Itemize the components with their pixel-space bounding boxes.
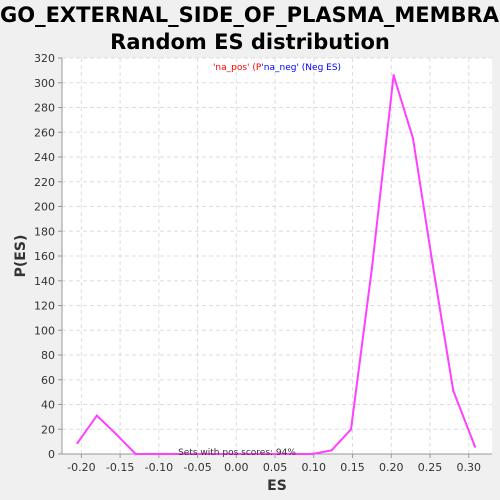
legend: 'na_pos' (P'na_neg' (Neg ES) (213, 63, 341, 73)
data-point (392, 74, 395, 77)
chart-title: GO_EXTERNAL_SIDE_OF_PLASMA_MEMBRANE: Ran… (0, 2, 500, 56)
data-point (411, 137, 415, 140)
y-tick-label: 200 (34, 201, 55, 214)
y-tick-label: 120 (34, 300, 55, 313)
legend-pos: 'na_pos' (P (213, 63, 262, 73)
x-tick-label: 0.15 (340, 461, 365, 474)
data-point (211, 452, 215, 456)
x-tick-label: 0.00 (224, 461, 249, 474)
x-axis-label: ES (267, 478, 287, 494)
data-point (173, 452, 176, 456)
y-tick-label: 140 (34, 275, 55, 288)
series-group (76, 74, 477, 456)
data-point (231, 452, 234, 456)
data-point (431, 260, 434, 264)
x-tick-label: 0.05 (263, 461, 288, 474)
annotation-pos-scores: Sets with pos scores: 94% (178, 448, 296, 458)
data-point (269, 452, 273, 456)
data-point (311, 452, 314, 456)
y-tick-label: 60 (41, 374, 55, 387)
x-tick-label: 0.20 (379, 461, 404, 474)
y-tick-label: 260 (34, 126, 55, 139)
y-tick-label: 100 (34, 324, 55, 337)
x-tick-label: -0.15 (106, 461, 134, 474)
y-tick-label: 160 (34, 250, 55, 263)
y-tick-label: 280 (34, 102, 55, 115)
data-point (115, 433, 118, 436)
x-tick-label: -0.20 (67, 461, 95, 474)
grid-lines (62, 57, 492, 455)
y-tick-label: 180 (34, 225, 55, 238)
x-tick-label: 0.30 (457, 461, 482, 474)
data-point (473, 445, 477, 448)
data-point (192, 452, 195, 456)
y-tick-label: 220 (34, 176, 55, 189)
x-tick-label: -0.10 (145, 461, 173, 474)
tick-labels: 0 20 40 60 80 100 120 140 160 180 200 220 240 260 280 3… (34, 52, 481, 474)
x-tick-label: 0.25 (418, 461, 443, 474)
data-point (370, 267, 374, 270)
data-point (153, 452, 157, 456)
y-axis-label: P(ES) (13, 235, 29, 278)
y-tick-label: 20 (41, 423, 55, 436)
legend-neg: 'na_neg' (Neg ES) (261, 63, 341, 73)
chart-title-line1: GO_EXTERNAL_SIDE_OF_PLASMA_MEMBRANE: (0, 3, 500, 27)
y-tick-label: 40 (41, 399, 55, 412)
data-point (349, 428, 353, 431)
y-tick-label: 320 (34, 52, 55, 65)
data-point (330, 449, 333, 452)
data-point (76, 441, 79, 445)
data-point (95, 414, 99, 417)
x-tick-label: 0.10 (302, 461, 327, 474)
data-point (289, 452, 292, 456)
chart-title-line2: Random ES distribution (110, 30, 390, 54)
data-point (250, 452, 254, 456)
y-tick-label: 300 (34, 77, 55, 90)
y-tick-label: 240 (34, 151, 55, 164)
x-tick-label: -0.05 (183, 461, 211, 474)
y-tick-label: 0 (48, 448, 55, 461)
data-point (452, 389, 455, 393)
data-point (134, 452, 137, 456)
y-tick-label: 80 (41, 349, 55, 362)
